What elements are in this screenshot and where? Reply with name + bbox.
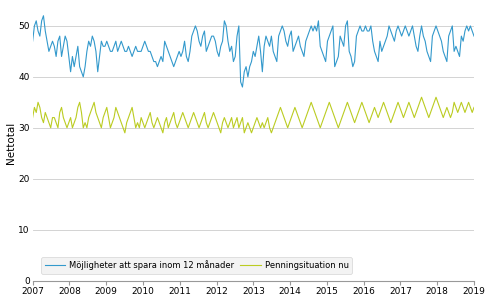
Penningsituation nu	[250, 126, 256, 130]
Möjligheter att spara inom 12 månader	[240, 85, 246, 89]
Möjligheter att spara inom 12 månader	[252, 55, 258, 58]
Penningsituation nu	[241, 131, 247, 135]
Möjligheter att spara inom 12 månader	[64, 39, 70, 43]
Penningsituation nu	[29, 116, 35, 119]
Penningsituation nu	[471, 106, 477, 109]
Penningsituation nu	[122, 131, 128, 135]
Möjligheter att spara inom 12 månader	[165, 50, 171, 53]
Möjligheter att spara inom 12 månader	[243, 65, 249, 69]
Line: Penningsituation nu: Penningsituation nu	[32, 97, 474, 133]
Legend: Möjligheter att spara inom 12 månader, Penningsituation nu: Möjligheter att spara inom 12 månader, P…	[41, 257, 352, 274]
Y-axis label: Nettotal: Nettotal	[5, 122, 16, 164]
Möjligheter att spara inom 12 månader	[29, 39, 35, 43]
Möjligheter att spara inom 12 månader	[185, 60, 191, 63]
Möjligheter att spara inom 12 månader	[91, 39, 97, 43]
Penningsituation nu	[89, 106, 95, 109]
Möjligheter att spara inom 12 månader	[41, 14, 47, 18]
Penningsituation nu	[419, 95, 425, 99]
Line: Möjligheter att spara inom 12 månader: Möjligheter att spara inom 12 månader	[32, 16, 474, 87]
Möjligheter att spara inom 12 månader	[471, 34, 477, 38]
Penningsituation nu	[165, 126, 171, 130]
Penningsituation nu	[185, 126, 191, 130]
Penningsituation nu	[62, 121, 68, 124]
